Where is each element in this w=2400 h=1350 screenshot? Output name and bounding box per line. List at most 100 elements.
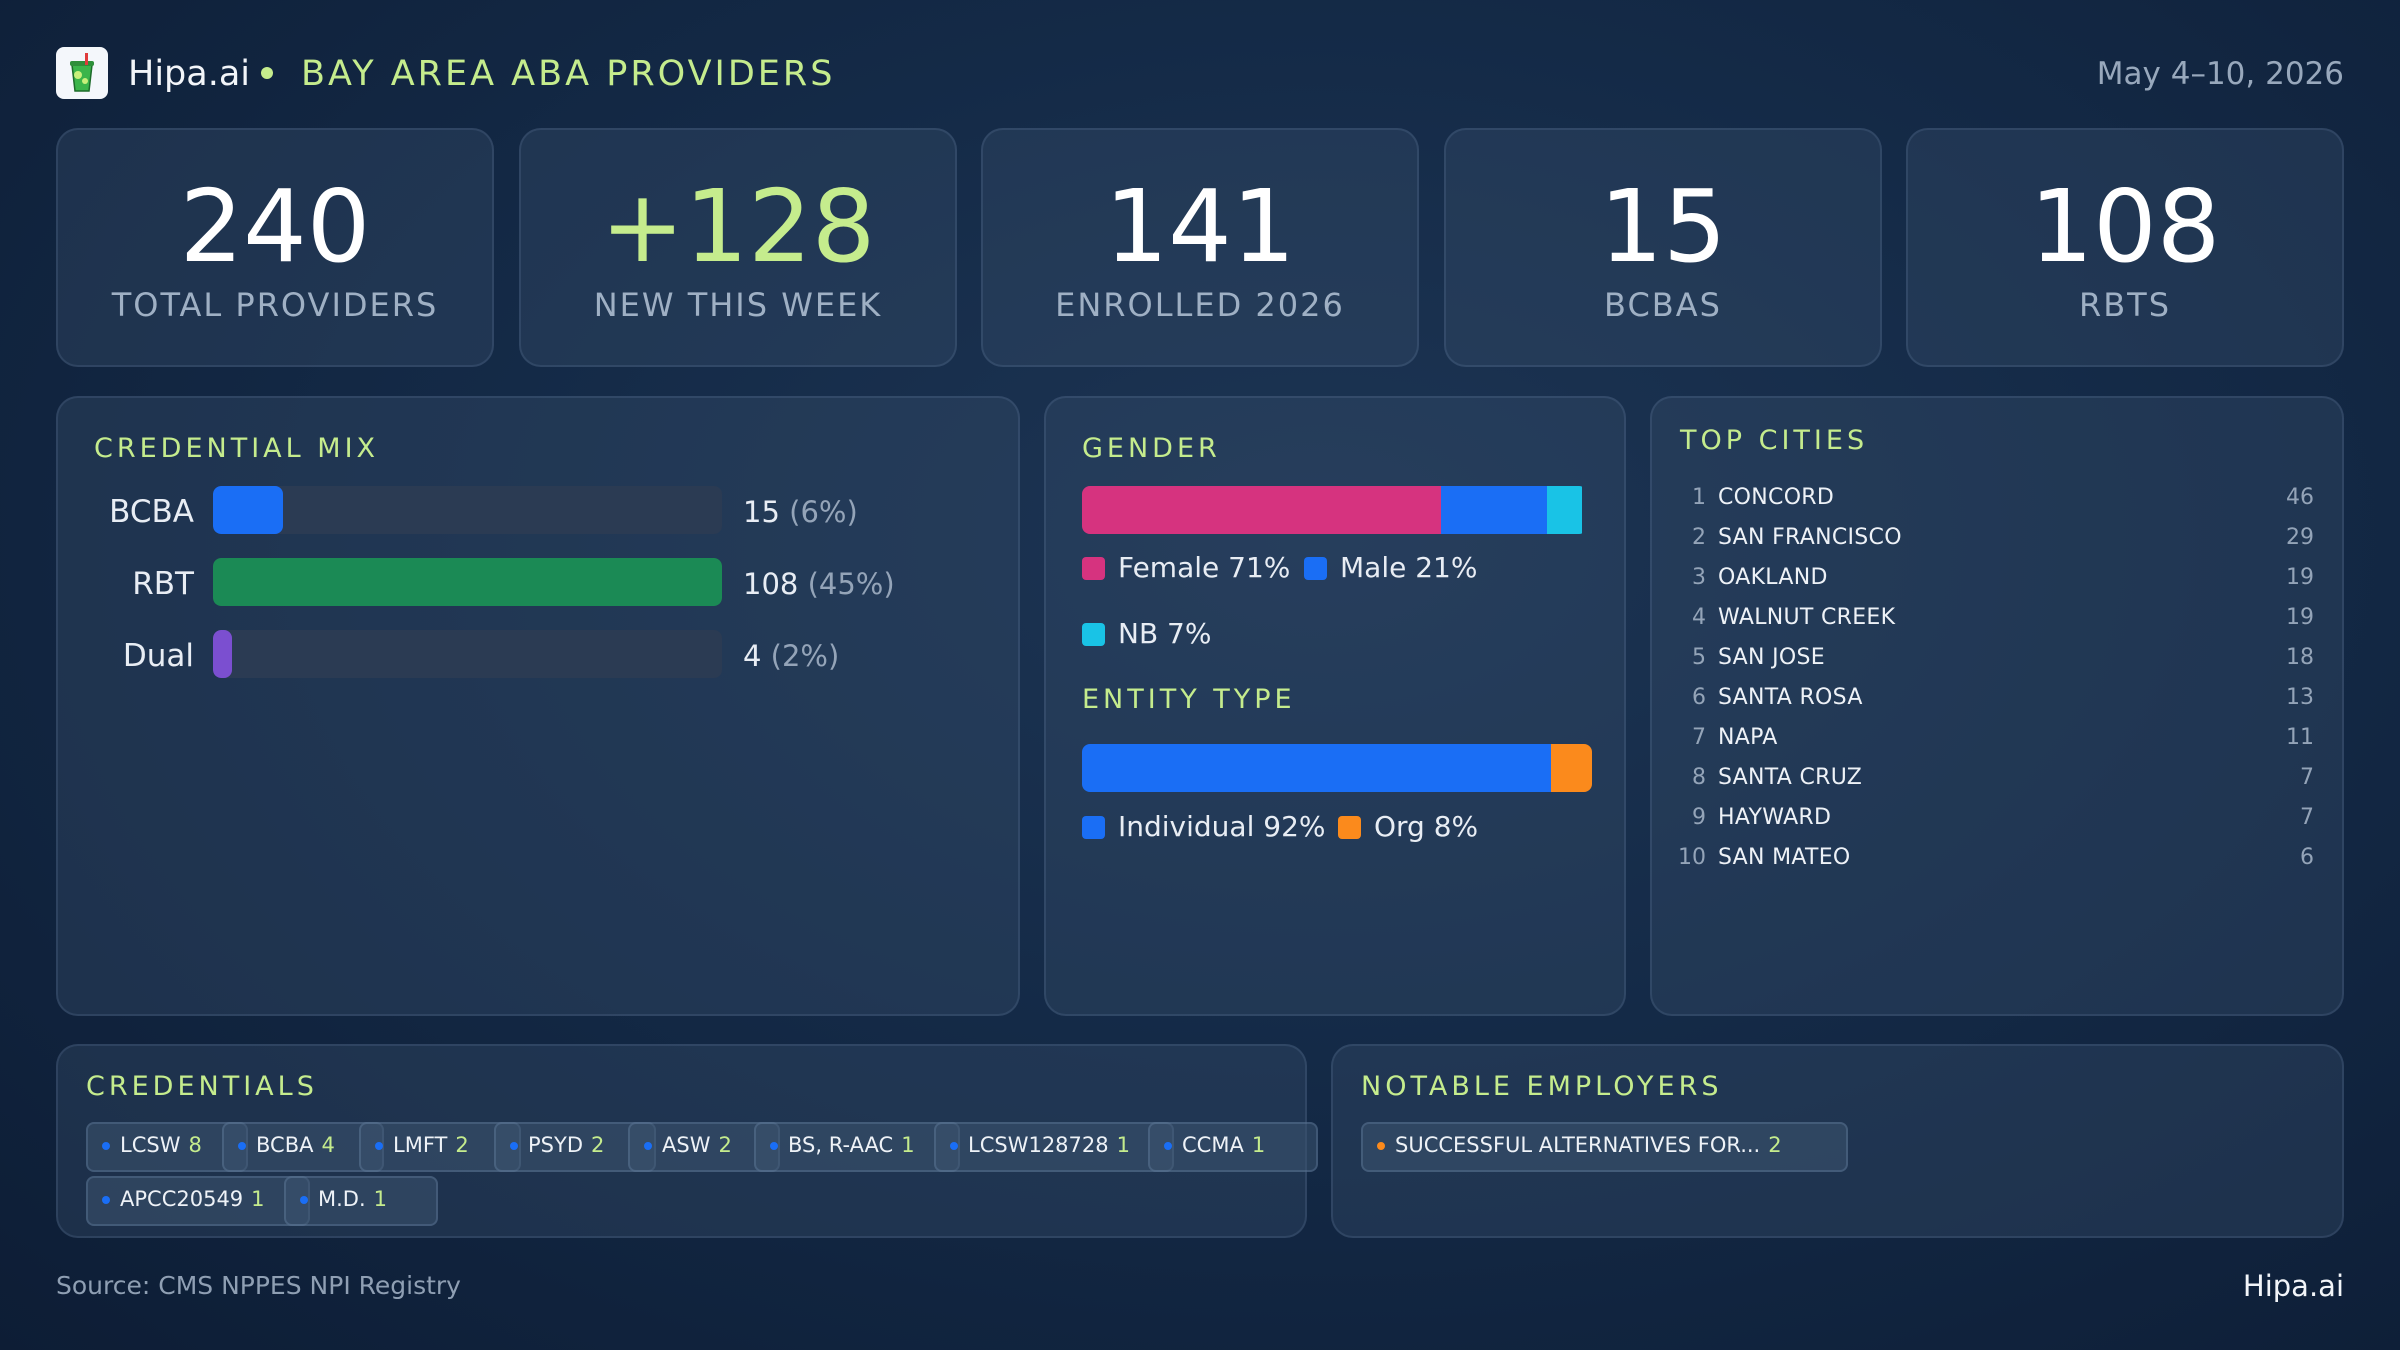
city-rank: 5 [1692,645,1706,670]
legend-label: Male 21% [1340,551,1478,584]
stat-value: 141 [1104,168,1296,285]
city-name: CONCORD [1718,485,1835,510]
stat-value: +128 [600,168,876,285]
page-title: BAY AREA ABA PROVIDERS [301,54,836,94]
city-rank: 2 [1692,525,1706,550]
legend-item-male: Male 21% [1304,550,1477,586]
credential-pct: (2%) [770,639,840,673]
credential-bar-label: BCBA [109,494,194,530]
credential-bar-row: Dual 4 (2%) [58,630,1018,680]
brand-logo [56,47,108,99]
city-rank: 3 [1692,565,1706,590]
credential-bar-track [213,558,722,606]
city-row: 5 SAN JOSE 18 [1678,644,2314,684]
chip-count: 4 [321,1133,335,1157]
data-source: Source: CMS NPPES NPI Registry [56,1271,461,1300]
chip: APCC20549 1 [86,1176,310,1226]
city-row: 8 SANTA CRUZ 7 [1678,764,2314,804]
city-count: 46 [2286,485,2314,510]
legend-swatch [1304,557,1327,580]
title-separator-dot [261,67,273,79]
chip-dot-icon [375,1142,383,1150]
chip: CCMA 1 [1148,1122,1318,1172]
credential-bar-track [213,630,722,678]
legend-label: Org 8% [1374,810,1479,843]
date-range: May 4–10, 2026 [2096,56,2344,92]
footer-brand: Hipa.ai [2242,1269,2344,1303]
legend-label: NB 7% [1118,617,1212,650]
chip-count: 1 [251,1187,265,1211]
chip-label: ASW [662,1133,711,1157]
chip-count: 1 [1251,1133,1266,1157]
stat-label: NEW THIS WEEK [593,286,883,324]
credential-bar-row: BCBA 15 (6%) [58,486,1018,536]
chip-count: 2 [591,1133,605,1157]
chip: LCSW 8 [86,1122,248,1172]
chip: BS, R-AAC 1 [754,1122,960,1172]
city-rank: 7 [1692,725,1706,750]
stat-card-enrolled-2026: 141 ENROLLED 2026 [981,128,1419,367]
legend-item-female: Female 71% [1082,550,1290,586]
stat-value: 15 [1599,168,1727,285]
chip-count: 2 [455,1133,469,1157]
legend-swatch [1082,557,1105,580]
credential-bar-value: 4 (2%) [743,636,839,676]
chip-label: PSYD [528,1133,583,1157]
city-name: SANTA CRUZ [1718,765,1863,790]
entity-type-segment [1551,744,1592,792]
credential-count: 4 [743,639,762,673]
stat-label: ENROLLED 2026 [1055,286,1345,324]
city-rank: 6 [1692,685,1706,710]
brand-name: Hipa.ai [128,54,251,94]
legend-item-org: Org 8% [1338,809,1478,845]
chip-dot-icon [1377,1142,1385,1150]
chip: M.D. 1 [284,1176,438,1226]
city-row: 7 NAPA 11 [1678,724,2314,764]
city-rank: 8 [1692,765,1706,790]
city-count: 13 [2286,685,2314,710]
chip-dot-icon [238,1142,246,1150]
credential-bar-value: 108 (45%) [743,564,895,604]
cup-icon [70,53,94,92]
chip-label: LCSW [120,1133,181,1157]
gender-segment [1082,486,1441,534]
chip: LCSW128728 1 [934,1122,1174,1172]
chip-label: LMFT [393,1133,448,1157]
chip-dot-icon [770,1142,778,1150]
city-row: 6 SANTA ROSA 13 [1678,684,2314,724]
city-name: NAPA [1718,725,1778,750]
credential-mix-panel: CREDENTIAL MIX BCBA 15 (6%) RBT 108 (45%… [56,396,1020,1016]
top-cities-panel: TOP CITIES 1 CONCORD 46 2 SAN FRANCISCO 29 3 OA… [1650,396,2344,1016]
city-row: 9 HAYWARD 7 [1678,804,2314,844]
chip-label: BS, R-AAC [788,1133,894,1157]
city-rank: 10 [1678,845,1706,870]
city-name: WALNUT CREEK [1718,605,1896,630]
chip-label: LCSW128728 [968,1133,1109,1157]
stat-value: 240 [179,168,371,285]
legend-swatch [1082,623,1105,646]
city-count: 7 [2300,805,2314,830]
city-count: 6 [2300,845,2314,870]
panel-title: ENTITY TYPE [1082,684,1296,715]
credentials-panel: CREDENTIALS LCSW 8 BCBA 4 LMFT 2 PSYD 2 ASW 2 BS, … [56,1044,1318,1238]
city-row: 1 CONCORD 46 [1678,484,2314,524]
gender-entity-panel: GENDER Female 71% Male 21% NB 7% ENTITY … [1044,396,1626,1016]
legend-swatch [1338,816,1361,839]
chip-dot-icon [950,1142,958,1150]
city-count: 7 [2300,765,2314,790]
stat-label: TOTAL PROVIDERS [111,286,439,324]
stat-card-total-providers: 240 TOTAL PROVIDERS [56,128,494,367]
panel-title: CREDENTIAL MIX [94,433,380,464]
gender-stacked-bar [1082,486,1587,534]
chip: SUCCESSFUL ALTERNATIVES FOR... 2 [1361,1122,1848,1172]
city-row: 3 OAKLAND 19 [1678,564,2314,604]
city-rank: 1 [1692,485,1706,510]
legend-item-nb: NB 7% [1082,616,1211,652]
city-name: SANTA ROSA [1718,685,1863,710]
credential-bar-fill [213,486,284,534]
city-row: 2 SAN FRANCISCO 29 [1678,524,2314,564]
credential-bar-value: 15 (6%) [743,492,858,532]
city-count: 19 [2286,565,2314,590]
city-count: 11 [2286,725,2314,750]
chip-count: 1 [901,1133,915,1157]
